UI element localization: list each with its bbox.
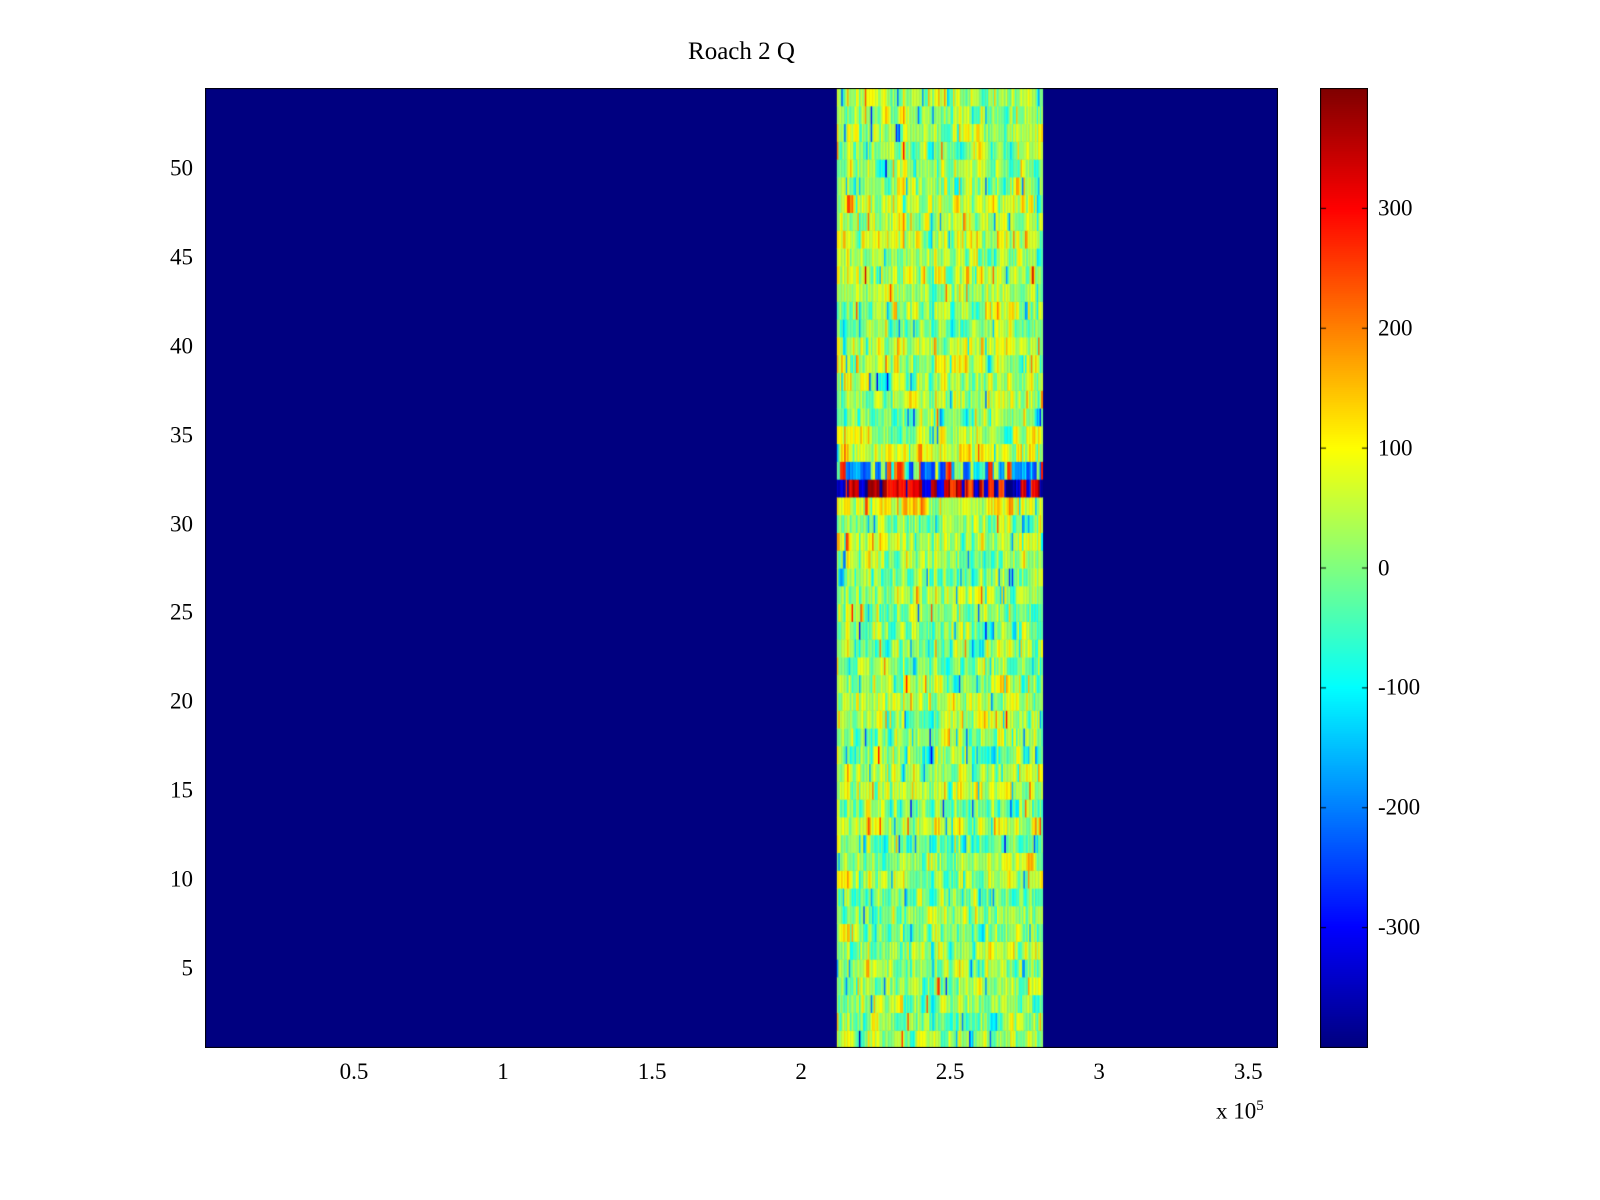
y-tick-label: 35: [170, 422, 193, 448]
y-tick-label: 25: [170, 599, 193, 625]
colorbar-tick-label: 300: [1378, 195, 1413, 221]
colorbar: [1320, 88, 1368, 1048]
colorbar-tick-label: 100: [1378, 435, 1413, 461]
x-tick-label: 1.5: [637, 1059, 667, 1084]
colorbar-tick-label: -300: [1378, 914, 1421, 940]
x-tick-label: 1: [497, 1059, 509, 1084]
y-tick-label: 30: [170, 511, 193, 537]
x-axis-exponent: x 105: [1216, 1098, 1264, 1125]
x-exponent-prefix: x 10: [1216, 1098, 1257, 1124]
x-tick-label: 3: [1093, 1059, 1105, 1084]
chart-title: Roach 2 Q: [688, 38, 795, 65]
y-tick-label: 5: [181, 955, 194, 981]
x-tick-label: 3.5: [1233, 1059, 1263, 1084]
colorbar-tick-label: -100: [1378, 674, 1421, 700]
heatmap-plot: [205, 88, 1278, 1048]
y-tick-label: 10: [170, 866, 193, 892]
y-tick-label: 45: [170, 244, 193, 270]
colorbar-tick-label: 0: [1378, 555, 1390, 580]
x-tick-label: 2: [795, 1059, 807, 1084]
x-exponent-value: 5: [1256, 1098, 1264, 1114]
y-tick-label: 40: [170, 333, 193, 359]
x-tick-label: 2.5: [935, 1059, 965, 1084]
x-tick-label: 0.5: [339, 1059, 369, 1084]
y-tick-label: 20: [170, 688, 193, 714]
colorbar-tick-label: -200: [1378, 794, 1421, 820]
y-tick-label: 50: [170, 155, 193, 181]
y-tick-label: 15: [170, 777, 193, 803]
colorbar-tick-label: 200: [1378, 315, 1413, 341]
